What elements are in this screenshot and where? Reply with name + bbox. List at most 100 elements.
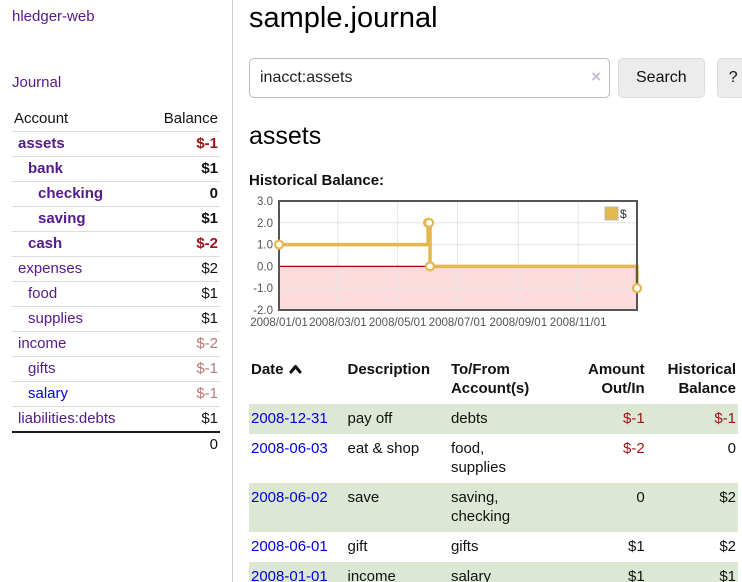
sort-ascending-icon bbox=[289, 365, 302, 374]
transaction-balance: $1 bbox=[646, 562, 738, 582]
accounts-header-balance: Balance bbox=[146, 107, 220, 132]
account-balance: $1 bbox=[146, 156, 220, 182]
register-header-amount: Amount Out/In bbox=[569, 358, 646, 404]
register-row: 2008-06-02 save saving, checking 0 $2 bbox=[249, 483, 738, 532]
transaction-accounts: debts bbox=[448, 404, 570, 434]
page-title: sample.journal bbox=[249, 2, 438, 34]
svg-text:3.0: 3.0 bbox=[257, 196, 273, 208]
register-row: 2008-12-31 pay off debts $-1 $-1 bbox=[249, 404, 738, 434]
svg-text:-1.0: -1.0 bbox=[253, 283, 273, 295]
register-header-accounts-line1: To/From bbox=[450, 361, 510, 378]
account-link-income[interactable]: income bbox=[18, 335, 67, 352]
account-row-gifts: gifts $-1 bbox=[12, 356, 220, 382]
register-row: 2008-01-01 income salary $1 $1 bbox=[249, 562, 738, 582]
register-row: 2008-06-01 gift gifts $1 $2 bbox=[249, 532, 738, 562]
transaction-date-link[interactable]: 2008-01-01 bbox=[251, 568, 328, 582]
account-balance: $1 bbox=[146, 406, 220, 432]
transaction-amount: $-1 bbox=[569, 404, 647, 434]
svg-text:2008/05/01: 2008/05/01 bbox=[369, 317, 427, 329]
search-button[interactable]: Search bbox=[618, 58, 705, 98]
svg-text:2008/07/01: 2008/07/01 bbox=[429, 317, 487, 329]
account-row-salary: salary $-1 bbox=[12, 381, 220, 407]
transaction-description: income bbox=[345, 562, 449, 582]
help-button[interactable]: ? bbox=[716, 58, 742, 98]
account-balance: $-2 bbox=[146, 331, 220, 357]
account-row-income: income $-2 bbox=[12, 331, 220, 357]
accounts-header-account: Account bbox=[12, 107, 147, 132]
historical-balance-chart: $3.0 2.0 1.0 0.0 -1.0 -2.0 2008/01/01 2008/03/0… bbox=[249, 196, 742, 341]
transaction-description: save bbox=[345, 483, 449, 532]
account-balance: $-2 bbox=[146, 231, 220, 257]
transaction-date-link[interactable]: 2008-12-31 bbox=[251, 410, 328, 427]
account-row-liabilities-debts: liabilities:debts $1 bbox=[12, 406, 220, 432]
account-row-expenses: expenses $2 bbox=[12, 256, 220, 282]
register-header-accounts: To/From Account(s) bbox=[449, 358, 569, 404]
account-link-food[interactable]: food bbox=[28, 285, 58, 302]
account-link-gifts[interactable]: gifts bbox=[28, 360, 56, 377]
account-link-bank[interactable]: bank bbox=[28, 160, 64, 177]
account-row-checking: checking 0 bbox=[12, 181, 220, 207]
transaction-accounts: gifts bbox=[450, 538, 479, 555]
svg-text:2008/03/01: 2008/03/01 bbox=[309, 317, 367, 329]
transaction-accounts: food, supplies bbox=[450, 440, 506, 476]
account-balance: $-1 bbox=[146, 356, 220, 382]
register-header-accounts-line2: Account(s) bbox=[450, 380, 530, 397]
brand-link[interactable]: hledger-web bbox=[12, 8, 95, 25]
register-header-balance-line2: Balance bbox=[678, 380, 736, 397]
transaction-accounts: saving, checking bbox=[448, 483, 570, 532]
transaction-amount: $-2 bbox=[622, 440, 645, 457]
accounts-table: Account Balance assets $-1 bank $1 check… bbox=[12, 107, 220, 457]
transaction-amount: $1 bbox=[627, 538, 645, 555]
sidebar-item-journal[interactable]: Journal bbox=[12, 74, 62, 91]
svg-text:-2.0: -2.0 bbox=[253, 305, 273, 317]
account-link-supplies[interactable]: supplies bbox=[28, 310, 84, 327]
account-link-cash[interactable]: cash bbox=[28, 235, 63, 252]
account-row-assets: assets $-1 bbox=[12, 131, 220, 157]
transaction-balance: $2 bbox=[719, 538, 736, 555]
accounts-total-row: 0 bbox=[12, 431, 220, 457]
transaction-description: pay off bbox=[345, 404, 449, 434]
account-link-expenses[interactable]: expenses bbox=[18, 260, 83, 277]
account-row-food: food $1 bbox=[12, 281, 220, 307]
transaction-balance: $2 bbox=[646, 483, 738, 532]
transaction-date-link[interactable]: 2008-06-01 bbox=[251, 538, 328, 555]
account-balance: $-1 bbox=[146, 381, 220, 407]
svg-text:2.0: 2.0 bbox=[257, 218, 273, 230]
account-balance: $-1 bbox=[146, 131, 220, 157]
svg-text:2008/01/01: 2008/01/01 bbox=[250, 317, 308, 329]
search-input[interactable] bbox=[249, 58, 610, 98]
account-link-checking[interactable]: checking bbox=[38, 185, 104, 202]
svg-text:$: $ bbox=[620, 207, 627, 221]
register-header-date: Date bbox=[249, 358, 345, 404]
transaction-date-link[interactable]: 2008-06-03 bbox=[251, 440, 328, 457]
svg-text:0.0: 0.0 bbox=[257, 261, 273, 273]
account-row-bank: bank $1 bbox=[12, 156, 220, 182]
transaction-description: gift bbox=[347, 538, 368, 555]
clear-search-icon[interactable]: × bbox=[591, 67, 601, 86]
transaction-amount: $1 bbox=[569, 562, 647, 582]
transaction-balance: 0 bbox=[727, 440, 736, 457]
account-link-liabilities-debts[interactable]: liabilities:debts bbox=[18, 410, 116, 427]
account-balance: $1 bbox=[146, 281, 220, 307]
register-header-amount-line1: Amount bbox=[588, 361, 645, 378]
register-row: 2008-06-03 eat & shop food, supplies $-2… bbox=[249, 434, 738, 483]
accounts-total-value: 0 bbox=[146, 431, 220, 457]
account-link-saving[interactable]: saving bbox=[38, 210, 86, 227]
register-header-row: Date Description To/From Account(s) Amou… bbox=[249, 358, 738, 404]
account-balance: $2 bbox=[146, 256, 220, 282]
account-balance: $1 bbox=[146, 206, 220, 232]
register-header-description: Description bbox=[347, 361, 430, 378]
account-link-assets[interactable]: assets bbox=[18, 135, 65, 152]
transaction-accounts: salary bbox=[448, 562, 570, 582]
transaction-balance: $-1 bbox=[646, 404, 738, 434]
chart-label: Historical Balance: bbox=[249, 172, 385, 189]
svg-text:1.0: 1.0 bbox=[257, 240, 273, 252]
register-header-amount-line2: Out/In bbox=[601, 380, 645, 397]
main-panel: sample.journal × Search ? assets Histori… bbox=[233, 0, 742, 582]
sidebar: hledger-web Journal Account Balance asse… bbox=[0, 0, 233, 582]
account-balance: $1 bbox=[146, 306, 220, 332]
transaction-date-link[interactable]: 2008-06-02 bbox=[251, 489, 328, 506]
account-link-salary[interactable]: salary bbox=[28, 385, 69, 402]
